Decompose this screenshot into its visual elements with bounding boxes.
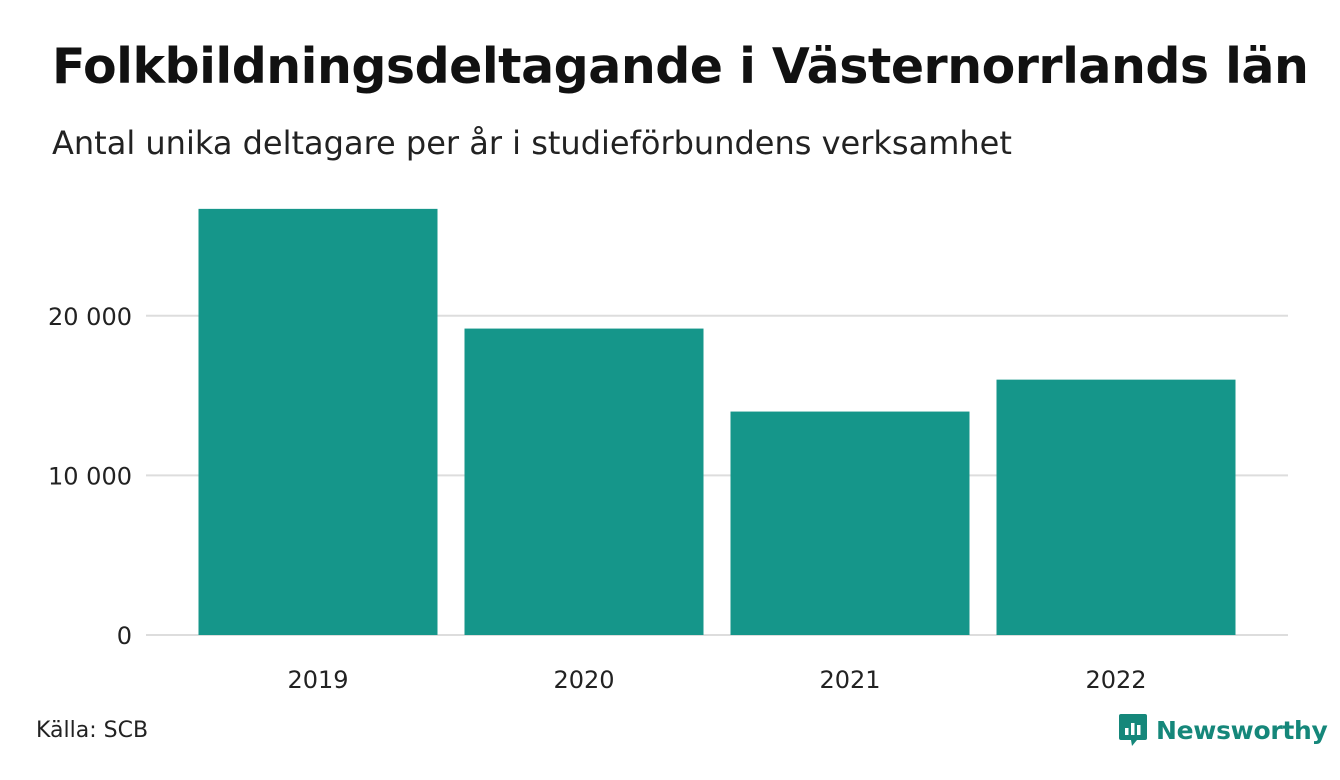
x-tick-label: 2019 xyxy=(287,666,348,694)
bars xyxy=(198,208,1236,636)
bar-2021 xyxy=(730,411,970,635)
bar-2020 xyxy=(464,328,704,635)
source-label: Källa: SCB xyxy=(36,718,149,743)
brand-name: Newsworthy xyxy=(1156,715,1328,745)
chart-title: Folkbildningsdeltagande i Västernorrland… xyxy=(52,38,1309,95)
bar-2022 xyxy=(996,379,1236,635)
newsworthy-logo-icon xyxy=(1119,714,1147,746)
x-tick-label: 2022 xyxy=(1085,666,1146,694)
y-tick-label: 0 xyxy=(117,622,132,650)
x-tick-label: 2020 xyxy=(553,666,614,694)
y-tick-label: 10 000 xyxy=(48,462,132,490)
chart-subtitle: Antal unika deltagare per år i studieför… xyxy=(52,124,1012,162)
brand-logo: Newsworthy xyxy=(1118,712,1328,748)
bar-2019 xyxy=(198,208,438,636)
y-tick-label: 20 000 xyxy=(48,303,132,331)
y-axis-ticks: 0 10 000 20 000 xyxy=(48,303,132,650)
x-tick-label: 2021 xyxy=(819,666,880,694)
x-axis-ticks: 2019 2020 2021 2022 xyxy=(287,666,1146,694)
